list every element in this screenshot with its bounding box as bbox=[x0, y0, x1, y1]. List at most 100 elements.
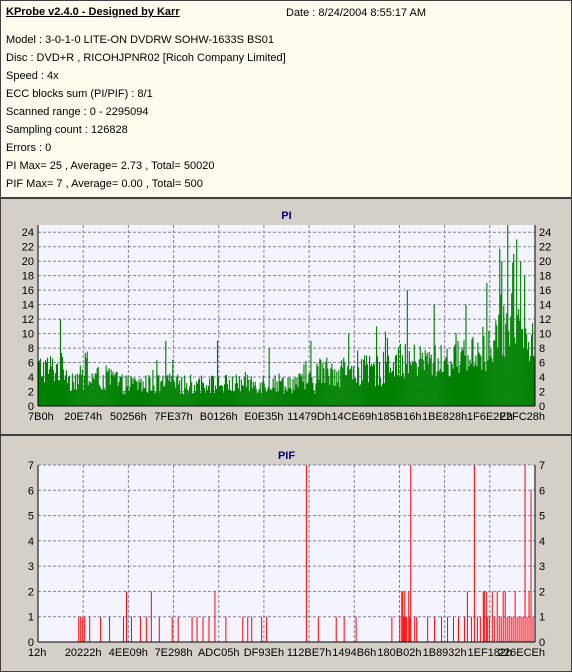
pi-bar bbox=[74, 374, 76, 406]
pi-bar bbox=[521, 329, 523, 406]
pi-bar bbox=[296, 377, 298, 406]
pi-bar bbox=[273, 387, 275, 406]
x-tick-label: 185B16h bbox=[377, 411, 421, 423]
x-tick-label: 20222h bbox=[65, 647, 102, 659]
pi-bar bbox=[148, 374, 150, 406]
y-tick-label-right: 8 bbox=[539, 343, 545, 355]
pi-bar bbox=[179, 380, 181, 406]
pi-bar bbox=[375, 326, 378, 406]
pi-bar bbox=[215, 389, 218, 406]
pi-bar bbox=[154, 393, 156, 406]
chart-title: PIF bbox=[278, 450, 295, 462]
pi-bar bbox=[279, 381, 281, 406]
pi-bar bbox=[250, 376, 252, 406]
pi-bar bbox=[209, 393, 212, 406]
pi-bar bbox=[270, 390, 272, 406]
x-tick-label: 12h bbox=[28, 647, 46, 659]
pi-bar bbox=[46, 357, 49, 406]
pi-bar bbox=[256, 393, 258, 406]
pi-bar bbox=[253, 385, 255, 406]
y-tick-label-right: 6 bbox=[539, 485, 545, 497]
pi-bar bbox=[269, 389, 271, 406]
pi-bar bbox=[305, 360, 307, 406]
pi-bar bbox=[55, 364, 58, 406]
pi-bar bbox=[172, 359, 174, 406]
pi-bar bbox=[403, 378, 405, 406]
pi-bar bbox=[364, 355, 366, 406]
pi-bar bbox=[87, 385, 89, 406]
pi-bar bbox=[298, 373, 300, 406]
pi-bar bbox=[99, 386, 101, 406]
pi-bar bbox=[306, 383, 308, 406]
pi-bar bbox=[323, 368, 325, 406]
pi-bar bbox=[517, 315, 519, 406]
x-tick-label: 1EF182h bbox=[467, 647, 512, 659]
pi-bar bbox=[189, 386, 191, 406]
pi-bar bbox=[66, 383, 68, 406]
pi-bar bbox=[120, 377, 122, 406]
pi-bar bbox=[319, 358, 321, 406]
pi-bar bbox=[38, 361, 40, 406]
pi-bar bbox=[417, 367, 419, 406]
pi-bar bbox=[283, 393, 285, 406]
pi-bar bbox=[329, 384, 331, 406]
pi-bar bbox=[150, 390, 152, 406]
pi-bar bbox=[519, 320, 521, 406]
pi-bar bbox=[394, 356, 396, 406]
pi-bar bbox=[432, 363, 434, 406]
pi-bar bbox=[174, 382, 176, 406]
pi-bar bbox=[441, 372, 443, 406]
info-panel: KProbe v2.4.0 - Designed by Karr Date : … bbox=[0, 0, 572, 198]
pi-bar bbox=[63, 379, 65, 406]
pi-bar bbox=[115, 372, 117, 406]
pi-bar bbox=[280, 381, 282, 406]
pi-bar bbox=[396, 375, 398, 406]
pi-bar bbox=[64, 375, 66, 406]
pi-bar bbox=[468, 366, 470, 406]
pi-bar bbox=[473, 366, 475, 406]
pi-bar bbox=[475, 355, 477, 406]
x-tick-label: 7FE37h bbox=[154, 411, 193, 423]
pi-bar bbox=[346, 374, 348, 406]
pi-bar bbox=[230, 390, 232, 406]
pi-bar bbox=[241, 385, 243, 406]
pi-bar bbox=[176, 376, 178, 406]
info-scanned-range: Scanned range : 0 - 2295094 bbox=[6, 106, 149, 118]
pi-bar bbox=[407, 373, 409, 406]
pi-bar bbox=[183, 394, 185, 406]
pi-bar bbox=[257, 391, 259, 406]
pi-bar bbox=[424, 350, 426, 406]
pi-bar bbox=[461, 347, 463, 406]
pi-bar bbox=[246, 374, 248, 406]
pi-bar bbox=[363, 359, 365, 406]
y-tick-label-left: 4 bbox=[28, 536, 34, 548]
pi-bar bbox=[201, 375, 203, 406]
pi-bar bbox=[252, 381, 254, 406]
y-tick-label-left: 22 bbox=[22, 242, 34, 254]
pi-bar bbox=[465, 304, 467, 406]
pi-bar bbox=[378, 362, 381, 406]
pi-bar bbox=[49, 356, 52, 406]
y-tick-label-right: 2 bbox=[539, 586, 545, 598]
pi-bar bbox=[377, 385, 380, 406]
pi-bar bbox=[342, 367, 344, 406]
pi-bar bbox=[122, 394, 124, 406]
pi-bar bbox=[474, 364, 476, 406]
pi-bar bbox=[399, 344, 401, 406]
pi-bar bbox=[238, 376, 240, 406]
pi-bar bbox=[525, 328, 527, 406]
pi-bar bbox=[338, 370, 340, 406]
app-title: KProbe v2.4.0 - Designed by Karr bbox=[6, 6, 180, 18]
pi-bar bbox=[401, 355, 403, 406]
pi-bar bbox=[108, 368, 110, 406]
pi-bar bbox=[259, 382, 261, 406]
pi-bar bbox=[191, 382, 193, 406]
pi-bar bbox=[200, 392, 202, 406]
pi-bar bbox=[140, 378, 142, 406]
pi-bar bbox=[141, 391, 143, 406]
pi-bar bbox=[160, 381, 162, 406]
pi-bar bbox=[310, 340, 312, 406]
pi-bar bbox=[330, 368, 332, 406]
pi-bar bbox=[328, 375, 330, 406]
pi-bar bbox=[124, 394, 126, 406]
